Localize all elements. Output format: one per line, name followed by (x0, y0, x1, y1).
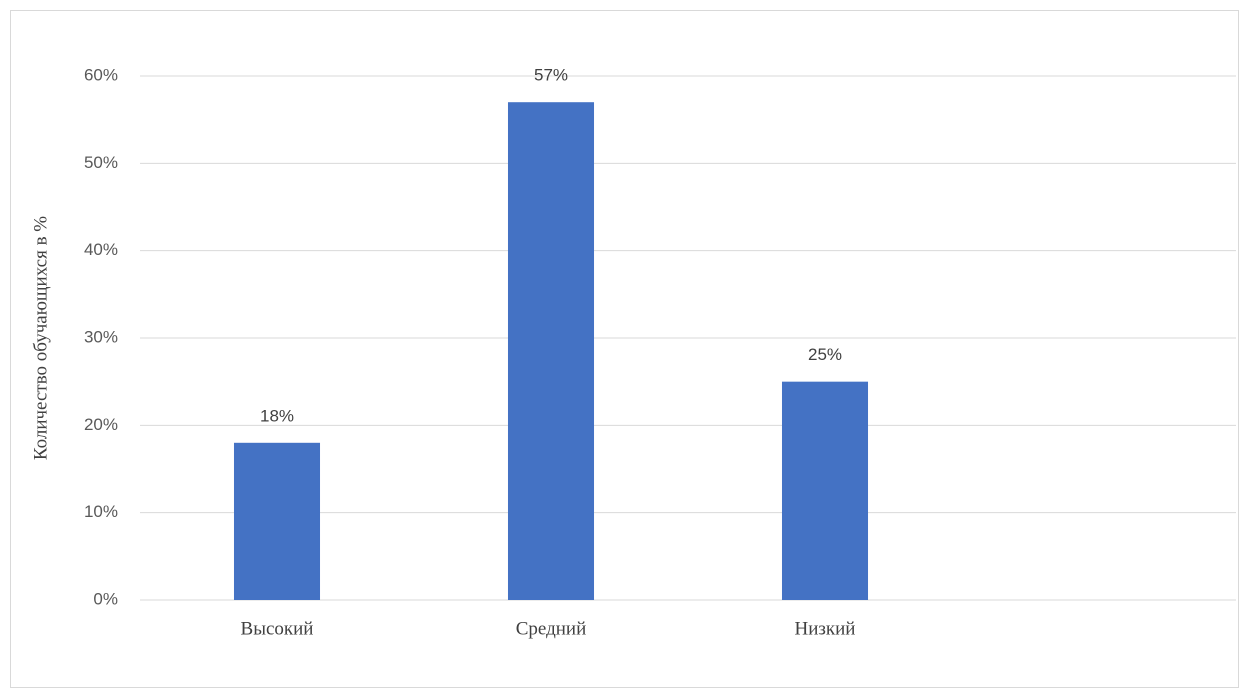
y-tick-label: 20% (84, 415, 118, 434)
x-tick-label: Низкий (795, 618, 856, 639)
bar (781, 381, 869, 600)
data-label: 18% (260, 406, 294, 425)
y-tick-label: 60% (84, 65, 118, 84)
data-label: 25% (808, 345, 842, 364)
y-axis-title: Количество обучающихся в % (30, 216, 51, 460)
y-tick-label: 40% (84, 240, 118, 259)
bar (233, 442, 321, 600)
y-tick-label: 0% (93, 589, 118, 608)
y-tick-label: 30% (84, 327, 118, 346)
x-tick-label: Средний (516, 618, 587, 639)
bar (507, 102, 595, 600)
chart-border (10, 10, 1239, 688)
x-tick-label: Высокий (241, 618, 314, 639)
y-tick-label: 50% (84, 153, 118, 172)
y-tick-label: 10% (84, 502, 118, 521)
data-label: 57% (534, 66, 568, 85)
